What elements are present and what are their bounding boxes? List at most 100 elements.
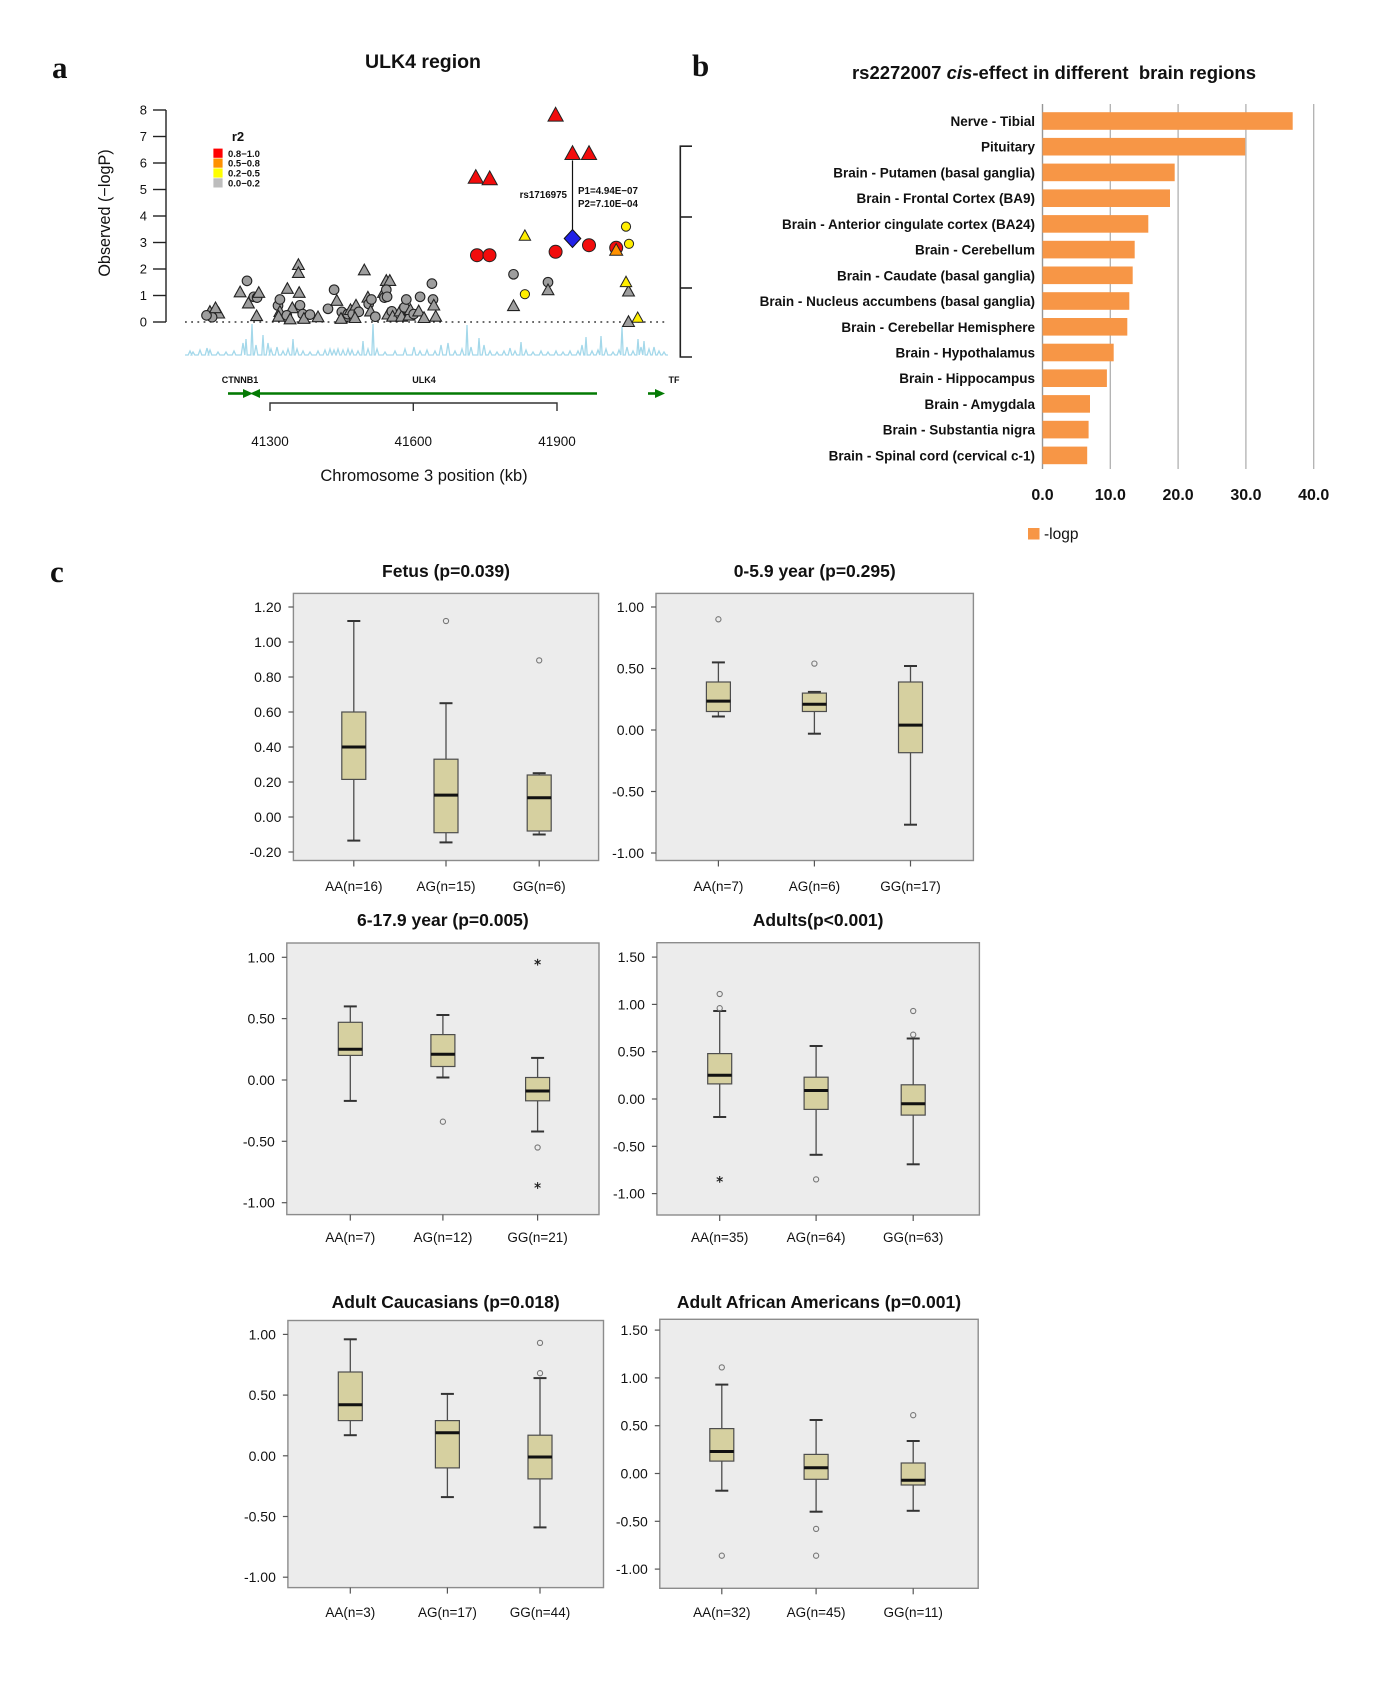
svg-text:Brain - Amygdala: Brain - Amygdala bbox=[924, 397, 1035, 412]
svg-text:0.0: 0.0 bbox=[1031, 487, 1053, 504]
svg-text:0.50: 0.50 bbox=[621, 1418, 648, 1434]
svg-text:0.80: 0.80 bbox=[254, 669, 281, 685]
svg-text:Brain - Hypothalamus: Brain - Hypothalamus bbox=[895, 346, 1035, 361]
svg-text:GG(n=17): GG(n=17) bbox=[880, 879, 940, 894]
svg-text:AG(n=6): AG(n=6) bbox=[789, 879, 840, 894]
svg-text:Adults(p<0.001): Adults(p<0.001) bbox=[753, 910, 884, 930]
svg-text:Observed (−logP): Observed (−logP) bbox=[96, 149, 114, 276]
svg-text:3: 3 bbox=[140, 235, 147, 250]
svg-text:0.5−0.8: 0.5−0.8 bbox=[228, 159, 260, 170]
svg-text:Adult African Americans (p=0.0: Adult African Americans (p=0.001) bbox=[677, 1292, 961, 1312]
svg-text:0.40: 0.40 bbox=[254, 739, 281, 755]
svg-text:8: 8 bbox=[140, 103, 147, 118]
svg-text:0.00: 0.00 bbox=[617, 722, 644, 738]
svg-text:7: 7 bbox=[140, 129, 147, 144]
svg-text:0.50: 0.50 bbox=[248, 1011, 275, 1027]
svg-text:6: 6 bbox=[140, 156, 147, 171]
svg-text:-0.50: -0.50 bbox=[613, 1138, 645, 1154]
svg-text:AA(n=7): AA(n=7) bbox=[325, 1230, 375, 1245]
svg-text:1: 1 bbox=[140, 288, 147, 303]
svg-text:1.00: 1.00 bbox=[249, 1326, 276, 1342]
svg-text:-0.50: -0.50 bbox=[616, 1513, 648, 1529]
svg-text:0.00: 0.00 bbox=[248, 1072, 275, 1088]
svg-text:-logp: -logp bbox=[1044, 526, 1078, 543]
svg-text:-1.00: -1.00 bbox=[244, 1569, 276, 1585]
svg-text:0.50: 0.50 bbox=[617, 661, 644, 677]
svg-text:20.0: 20.0 bbox=[1163, 487, 1194, 504]
svg-text:AG(n=64): AG(n=64) bbox=[787, 1230, 846, 1245]
svg-text:5: 5 bbox=[140, 182, 147, 197]
svg-text:Brain - Cerebellar Hemisphere: Brain - Cerebellar Hemisphere bbox=[841, 320, 1035, 335]
svg-text:b: b bbox=[692, 48, 709, 83]
svg-text:-1.00: -1.00 bbox=[243, 1195, 275, 1211]
svg-text:-0.50: -0.50 bbox=[243, 1133, 275, 1149]
svg-text:0.60: 0.60 bbox=[254, 704, 281, 720]
svg-text:2: 2 bbox=[140, 262, 147, 277]
svg-text:AG(n=17): AG(n=17) bbox=[418, 1605, 477, 1620]
svg-text:Nerve - Tibial: Nerve - Tibial bbox=[950, 114, 1035, 129]
svg-text:ULK4 region: ULK4 region bbox=[365, 51, 481, 73]
svg-text:-1.00: -1.00 bbox=[616, 1561, 648, 1577]
svg-text:41900: 41900 bbox=[538, 434, 576, 449]
svg-text:GG(n=63): GG(n=63) bbox=[883, 1230, 943, 1245]
svg-text:P1=4.94E−07: P1=4.94E−07 bbox=[578, 186, 638, 197]
svg-text:0.0−0.2: 0.0−0.2 bbox=[228, 179, 260, 190]
svg-text:1.00: 1.00 bbox=[621, 1370, 648, 1386]
svg-text:41300: 41300 bbox=[251, 434, 289, 449]
svg-text:0.50: 0.50 bbox=[618, 1044, 645, 1060]
svg-text:Brain - Hippocampus: Brain - Hippocampus bbox=[899, 371, 1035, 386]
svg-text:4: 4 bbox=[140, 209, 147, 224]
svg-text:rs1716975: rs1716975 bbox=[520, 190, 568, 201]
svg-text:-1.00: -1.00 bbox=[613, 1186, 645, 1202]
svg-text:Brain - Anterior cingulate cor: Brain - Anterior cingulate cortex (BA24) bbox=[782, 217, 1035, 232]
svg-text:GG(n=11): GG(n=11) bbox=[883, 1605, 942, 1620]
svg-text:0.20: 0.20 bbox=[254, 774, 281, 790]
svg-text:Pituitary: Pituitary bbox=[981, 140, 1036, 155]
svg-text:0-5.9 year (p=0.295): 0-5.9 year (p=0.295) bbox=[734, 561, 896, 581]
svg-text:-0.50: -0.50 bbox=[244, 1509, 276, 1525]
svg-text:1.00: 1.00 bbox=[618, 996, 645, 1012]
svg-text:1.50: 1.50 bbox=[618, 949, 645, 965]
svg-text:r2: r2 bbox=[232, 129, 244, 144]
svg-text:ULK4: ULK4 bbox=[412, 375, 436, 385]
svg-text:Brain - Spinal cord (cervical: Brain - Spinal cord (cervical c-1) bbox=[829, 448, 1035, 463]
svg-text:0.00: 0.00 bbox=[618, 1091, 645, 1107]
svg-text:-0.50: -0.50 bbox=[612, 784, 644, 800]
svg-text:Brain - Cerebellum: Brain - Cerebellum bbox=[915, 243, 1035, 258]
svg-text:TF: TF bbox=[669, 375, 680, 385]
svg-text:GG(n=21): GG(n=21) bbox=[507, 1230, 567, 1245]
svg-text:rs2272007 cis-effect in differ: rs2272007 cis-effect in different brain … bbox=[852, 62, 1256, 83]
svg-text:Fetus (p=0.039): Fetus (p=0.039) bbox=[382, 561, 510, 581]
svg-text:Brain - Frontal Cortex (BA9): Brain - Frontal Cortex (BA9) bbox=[856, 191, 1035, 206]
svg-text:Brain - Nucleus accumbens (bas: Brain - Nucleus accumbens (basal ganglia… bbox=[760, 294, 1035, 309]
svg-text:0: 0 bbox=[140, 315, 147, 330]
svg-text:P2=7.10E−04: P2=7.10E−04 bbox=[578, 199, 638, 210]
svg-text:Adult Caucasians (p=0.018): Adult Caucasians (p=0.018) bbox=[332, 1292, 560, 1312]
svg-text:CTNNB1: CTNNB1 bbox=[222, 375, 259, 385]
svg-text:6-17.9 year (p=0.005): 6-17.9 year (p=0.005) bbox=[357, 910, 529, 930]
svg-text:GG(n=6): GG(n=6) bbox=[513, 879, 566, 894]
svg-text:Brain - Putamen (basal ganglia: Brain - Putamen (basal ganglia) bbox=[833, 165, 1035, 180]
svg-text:Brain - Substantia nigra: Brain - Substantia nigra bbox=[883, 423, 1036, 438]
svg-text:AA(n=16): AA(n=16) bbox=[325, 879, 382, 894]
svg-text:AA(n=3): AA(n=3) bbox=[325, 1605, 375, 1620]
svg-text:AG(n=45): AG(n=45) bbox=[787, 1605, 846, 1620]
svg-text:AA(n=7): AA(n=7) bbox=[693, 879, 743, 894]
svg-text:1.00: 1.00 bbox=[248, 949, 275, 965]
svg-text:0.8−1.0: 0.8−1.0 bbox=[228, 149, 260, 160]
svg-text:0.00: 0.00 bbox=[249, 1448, 276, 1464]
svg-text:GG(n=44): GG(n=44) bbox=[510, 1605, 570, 1620]
svg-text:41600: 41600 bbox=[395, 434, 433, 449]
svg-text:a: a bbox=[52, 50, 68, 85]
svg-text:0.00: 0.00 bbox=[254, 809, 281, 825]
svg-text:1.00: 1.00 bbox=[617, 599, 644, 615]
svg-text:1.20: 1.20 bbox=[254, 599, 281, 615]
svg-text:AA(n=35): AA(n=35) bbox=[691, 1230, 748, 1245]
svg-text:1.50: 1.50 bbox=[621, 1322, 648, 1338]
svg-text:c: c bbox=[50, 554, 64, 589]
svg-text:-0.20: -0.20 bbox=[249, 844, 281, 860]
svg-text:Brain - Caudate (basal ganglia: Brain - Caudate (basal ganglia) bbox=[837, 268, 1035, 283]
svg-text:AG(n=15): AG(n=15) bbox=[417, 879, 476, 894]
svg-text:30.0: 30.0 bbox=[1230, 487, 1261, 504]
svg-text:Chromosome 3 position (kb): Chromosome 3 position (kb) bbox=[320, 467, 527, 485]
